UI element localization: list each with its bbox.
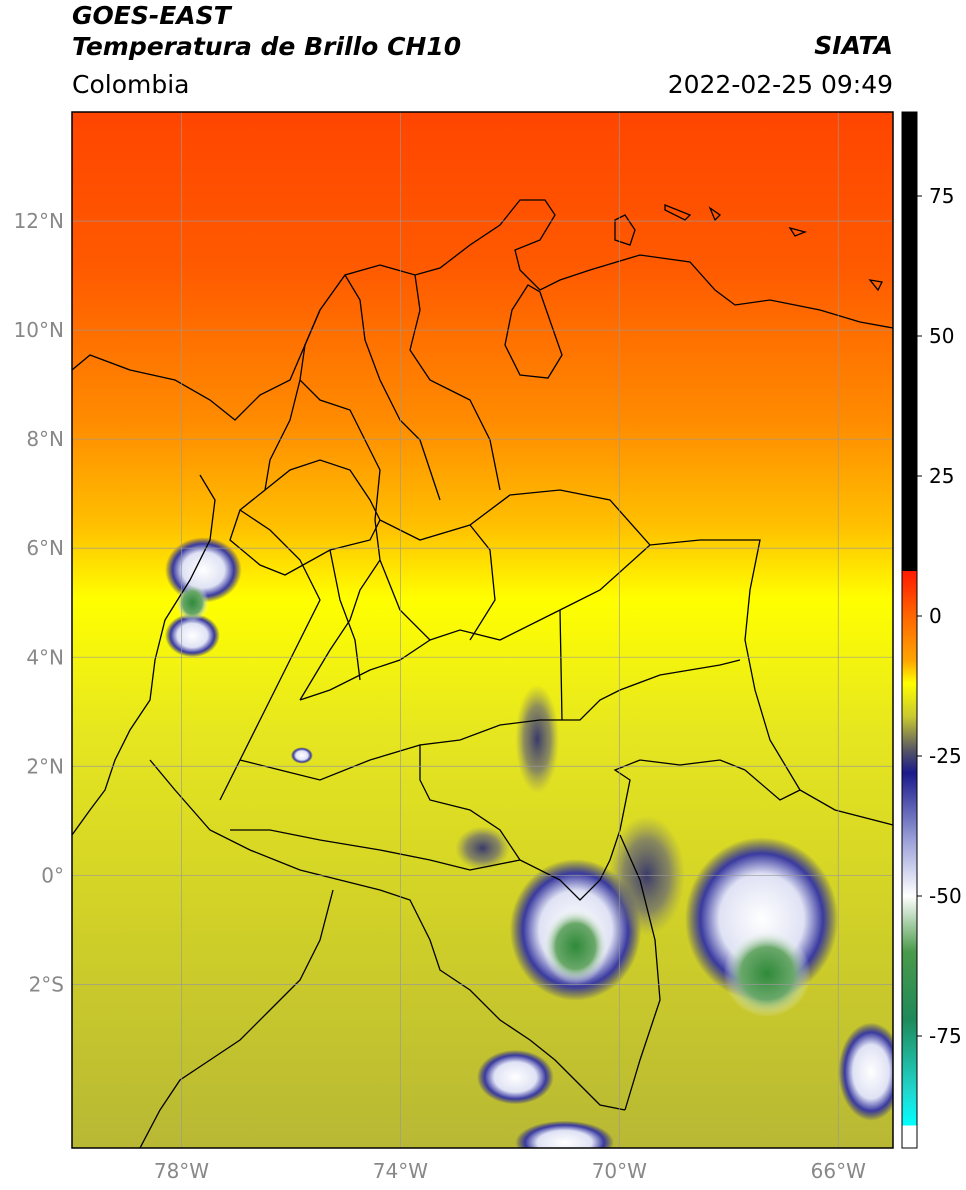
lat-tick-label: 0° <box>41 863 64 887</box>
island-trinidad <box>868 279 883 292</box>
island-aruba <box>614 214 636 246</box>
caribbean-coastline <box>72 199 893 421</box>
storm-cell-core <box>723 929 811 1018</box>
lat-tick-label: 12°N <box>14 209 64 233</box>
colorbar-tick-label: -75 <box>929 1024 962 1048</box>
map-frame <box>71 111 894 1149</box>
lon-tick-label: 66°W <box>811 1159 866 1183</box>
storm-cell-cold <box>477 1049 554 1105</box>
storm-cell-cold <box>838 1022 893 1121</box>
island-margarita <box>788 226 808 237</box>
internal-border-11 <box>469 524 496 641</box>
colorbar-frame <box>901 111 918 1149</box>
colorbar-tick-label: -25 <box>929 744 962 768</box>
lat-tick-label: 2°N <box>26 754 64 778</box>
colorbar-tick-label: 50 <box>929 324 954 348</box>
colombia-border <box>229 309 893 826</box>
lat-tick-label: 10°N <box>14 318 64 342</box>
internal-border-1 <box>344 274 441 501</box>
lake-maracaibo <box>504 284 563 379</box>
colombia-ecuador-border <box>149 759 626 1111</box>
peru-border <box>619 834 661 1111</box>
internal-border-6 <box>559 609 563 721</box>
colorbar-labels: 75 50 25 0 -25 -50 -75 <box>917 184 962 1048</box>
lat-tick-label: 6°N <box>26 536 64 560</box>
peru-coast <box>139 889 334 1148</box>
colorbar-tick-label: 0 <box>929 604 942 628</box>
storm-cell-core <box>175 583 209 622</box>
lat-tick-label: 2°S <box>29 972 64 996</box>
internal-border-10 <box>329 549 361 681</box>
lon-tick-label: 74°W <box>373 1159 428 1183</box>
island-curacao <box>664 204 692 221</box>
internal-border-2 <box>409 274 501 491</box>
graticule <box>72 112 893 1148</box>
storm-cell-cold <box>515 1120 614 1148</box>
internal-border-7 <box>299 639 431 701</box>
colombia-east-border <box>419 659 746 901</box>
brazil-border <box>744 769 801 801</box>
colorbar-bar <box>902 112 917 1148</box>
colorbar-tick-label: -50 <box>929 884 962 908</box>
datetime-label: 2022-02-25 09:49 <box>667 70 893 99</box>
lat-tick-label: 8°N <box>26 427 64 451</box>
lon-tick-label: 78°W <box>154 1159 209 1183</box>
map-panel <box>71 111 894 1149</box>
internal-border-3 <box>299 379 381 701</box>
colorbar-gradient <box>902 112 917 1148</box>
internal-border-12 <box>264 459 381 521</box>
internal-border-5 <box>379 544 651 641</box>
colorbar-tick-label: 75 <box>929 184 954 208</box>
lon-tick-label: 70°W <box>592 1159 647 1183</box>
product-name: Temperatura de Brillo CH10 <box>72 32 462 61</box>
lat-tick-label: 4°N <box>26 645 64 669</box>
storm-cell-core <box>542 908 609 985</box>
region-name: Colombia <box>72 70 190 99</box>
internal-border-9 <box>230 829 521 871</box>
storm-cell-dark <box>515 684 560 794</box>
storm-cell-cold <box>290 747 313 764</box>
colorbar-tick-label: 25 <box>929 464 954 488</box>
satellite-name: GOES-EAST <box>72 1 231 30</box>
pacific-coastline <box>72 474 216 836</box>
internal-border-4 <box>219 509 321 801</box>
island-bonaire <box>708 206 722 222</box>
storm-cell-dark <box>455 826 510 870</box>
storm-cell-cold <box>165 613 220 658</box>
borders-layer <box>72 199 893 1148</box>
longitude-labels: 78°W 74°W 70°W 66°W <box>154 1159 866 1183</box>
map-title: GOES-EAST Temperatura de Brillo CH10 <box>72 0 461 62</box>
agency-name: SIATA <box>814 31 893 60</box>
latitude-labels: 12°N 10°N 8°N 6°N 4°N 2°N 0° 2°S <box>14 209 64 996</box>
colorbar: 75 50 25 0 -25 -50 -75 <box>901 111 962 1149</box>
